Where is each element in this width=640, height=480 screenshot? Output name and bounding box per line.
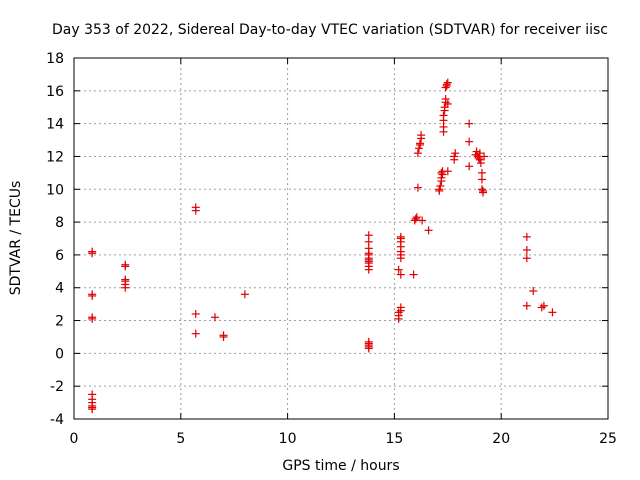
y-tick-label: -2 — [50, 379, 64, 395]
data-point — [240, 290, 249, 299]
data-point — [88, 405, 97, 414]
data-point — [480, 152, 489, 161]
data-point — [414, 144, 423, 153]
y-tick-label: 10 — [46, 182, 64, 198]
grid-lines — [74, 58, 608, 419]
x-tick-label: 20 — [492, 431, 510, 447]
data-point — [121, 262, 130, 271]
data-point — [412, 213, 421, 222]
data-point — [441, 95, 450, 104]
y-tick-label: 4 — [55, 281, 64, 297]
data-point — [451, 149, 460, 158]
data-point — [477, 175, 486, 184]
data-point — [479, 188, 488, 197]
y-tick-label: 8 — [55, 215, 64, 231]
data-point — [475, 155, 484, 164]
data-point — [413, 183, 422, 192]
data-point — [396, 234, 405, 243]
data-point — [537, 303, 546, 312]
data-point — [435, 185, 444, 194]
axis-ticks — [73, 57, 609, 420]
data-point — [219, 331, 228, 340]
data-point — [436, 181, 445, 190]
data-point — [191, 309, 200, 318]
data-point — [417, 131, 426, 140]
x-tick-label: 10 — [279, 431, 297, 447]
data-point — [477, 185, 486, 194]
y-tick-label: 2 — [55, 314, 64, 330]
data-point — [424, 226, 433, 235]
data-point — [450, 152, 459, 161]
data-point — [396, 270, 405, 279]
data-point — [396, 303, 405, 312]
data-point — [465, 119, 474, 128]
data-point — [442, 80, 451, 89]
data-point — [411, 214, 420, 223]
data-point — [441, 83, 450, 92]
data-point — [548, 308, 557, 317]
x-tick-label: 0 — [70, 431, 79, 447]
data-point — [443, 99, 452, 108]
data-point — [88, 313, 97, 322]
data-point — [522, 245, 531, 254]
data-point — [364, 265, 373, 274]
x-tick-label: 5 — [176, 431, 185, 447]
y-tick-label: 16 — [46, 84, 64, 100]
data-point — [88, 247, 97, 256]
data-point — [539, 301, 548, 310]
y-axis-title: SDTVAR / TECUs — [8, 181, 24, 296]
y-tick-label: 18 — [46, 51, 64, 67]
data-point — [210, 313, 219, 322]
data-point — [191, 206, 200, 215]
data-point — [364, 344, 373, 353]
data-point — [522, 254, 531, 263]
data-point — [418, 216, 427, 225]
x-tick-labels: 0 5 10 15 20 25 — [70, 431, 617, 447]
data-point — [443, 78, 452, 87]
data-point — [522, 301, 531, 310]
y-tick-label: 12 — [46, 149, 64, 165]
x-tick-label: 15 — [385, 431, 403, 447]
data-point — [438, 170, 447, 179]
data-point — [191, 329, 200, 338]
y-tick-label: 6 — [55, 248, 64, 264]
chart-title: Day 353 of 2022, Sidereal Day-to-day VTE… — [52, 22, 608, 38]
data-point — [443, 167, 452, 176]
x-axis-title: GPS time / hours — [282, 458, 399, 474]
data-point — [465, 162, 474, 171]
data-point — [529, 287, 538, 296]
data-point — [474, 154, 483, 163]
y-tick-label: 14 — [46, 117, 64, 133]
data-point — [465, 137, 474, 146]
data-point — [476, 159, 485, 168]
y-tick-labels: -4 -2 0 2 4 6 8 10 12 14 16 18 — [46, 51, 64, 428]
data-point — [439, 111, 448, 120]
data-point — [416, 139, 425, 148]
data-point — [88, 290, 97, 299]
y-tick-label: 0 — [55, 346, 64, 362]
x-tick-label: 25 — [599, 431, 617, 447]
data-point — [413, 149, 422, 158]
data-point — [522, 232, 531, 241]
y-tick-label: -4 — [50, 412, 64, 428]
plot-border — [73, 57, 609, 420]
data-point — [121, 283, 130, 292]
data-point — [409, 270, 418, 279]
data-point — [437, 168, 446, 177]
data-point — [394, 265, 403, 274]
data-points — [88, 78, 557, 414]
